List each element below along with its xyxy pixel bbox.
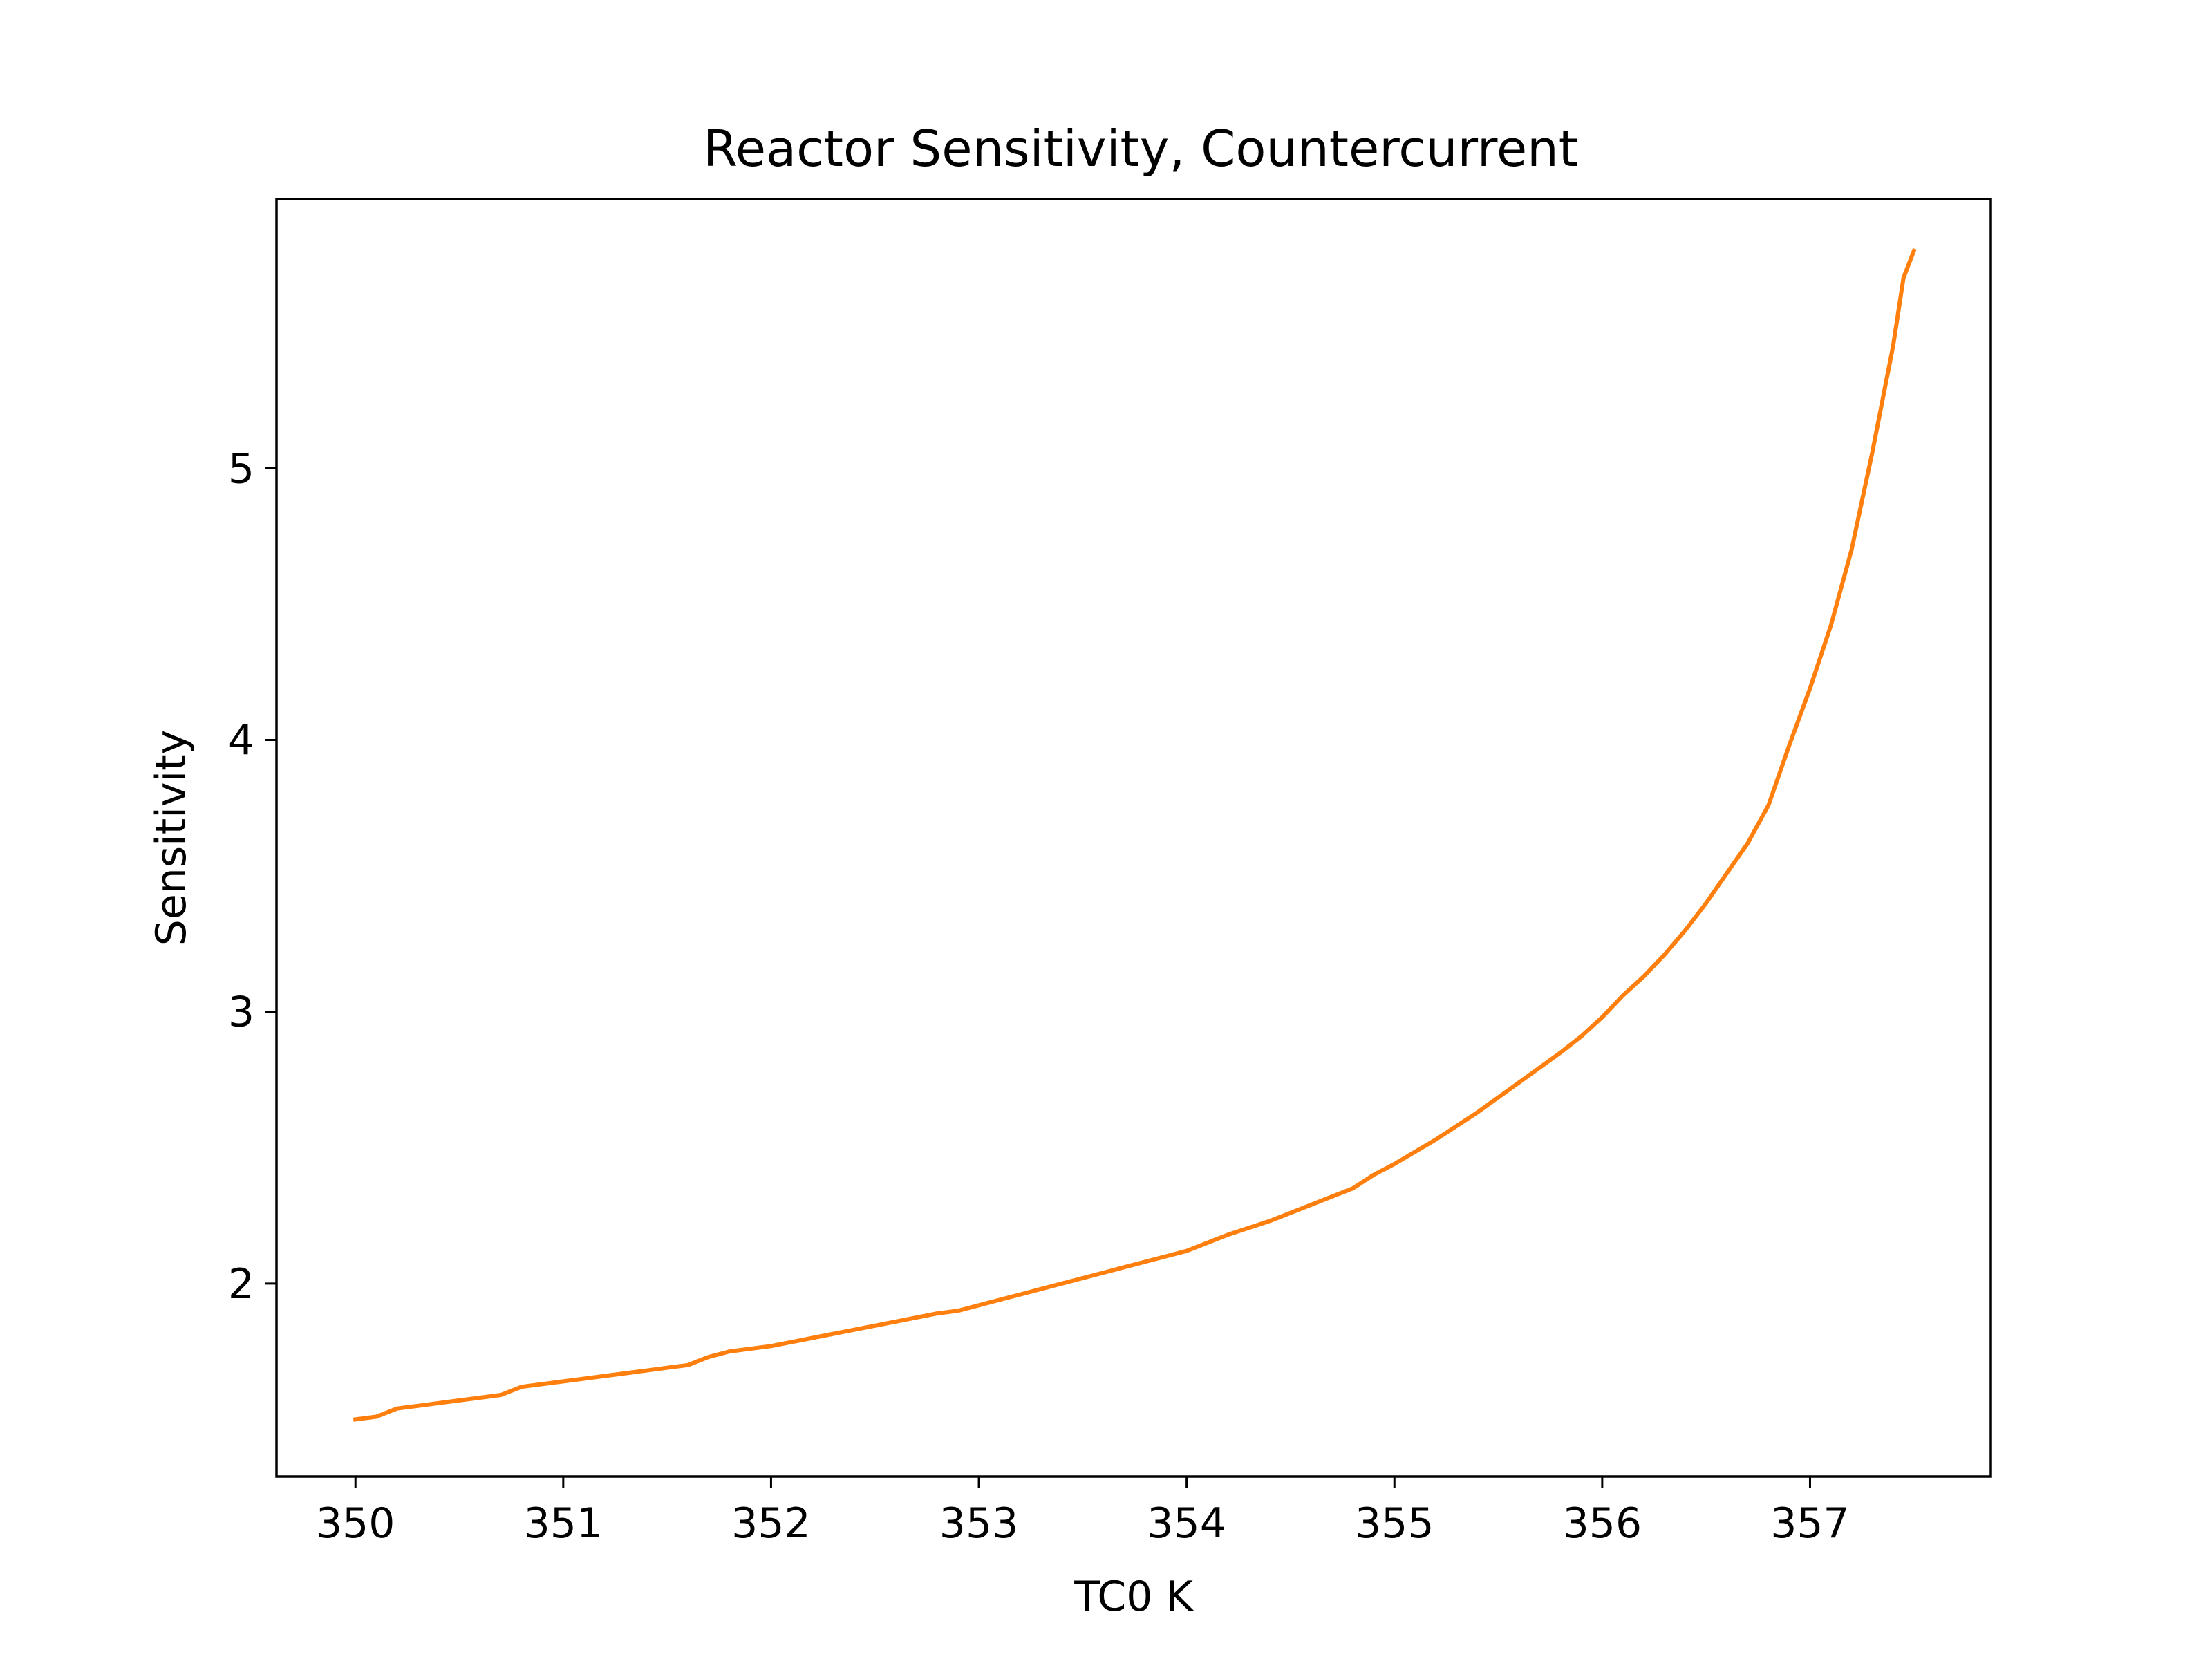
y-axis-ticks: 2 3 4 5: [228, 444, 276, 1309]
x-tick-label: 355: [1355, 1499, 1434, 1548]
y-tick-label: 2: [228, 1260, 254, 1309]
x-tick-label: 356: [1563, 1499, 1642, 1548]
x-axis-label: TC0 K: [1074, 1573, 1194, 1621]
x-tick-label: 350: [316, 1499, 395, 1548]
x-axis-ticks: 350 351 352 353 354 355 356 357: [316, 1477, 1850, 1548]
x-tick-label: 357: [1770, 1499, 1850, 1548]
series-line-0: [353, 247, 1917, 1422]
chart-title: Reactor Sensitivity, Countercurrent: [703, 120, 1578, 178]
x-tick-label: 351: [524, 1499, 603, 1548]
x-tick-label: 352: [731, 1499, 811, 1548]
y-tick-label: 4: [228, 716, 254, 765]
y-tick-label: 3: [228, 988, 254, 1037]
marks-layer: [353, 247, 1917, 1422]
x-tick-label: 353: [939, 1499, 1019, 1548]
y-axis-label: Sensitivity: [147, 730, 196, 946]
x-tick-label: 354: [1147, 1499, 1226, 1548]
y-tick-label: 5: [228, 444, 254, 493]
plot-area-frame: [275, 198, 1992, 1478]
